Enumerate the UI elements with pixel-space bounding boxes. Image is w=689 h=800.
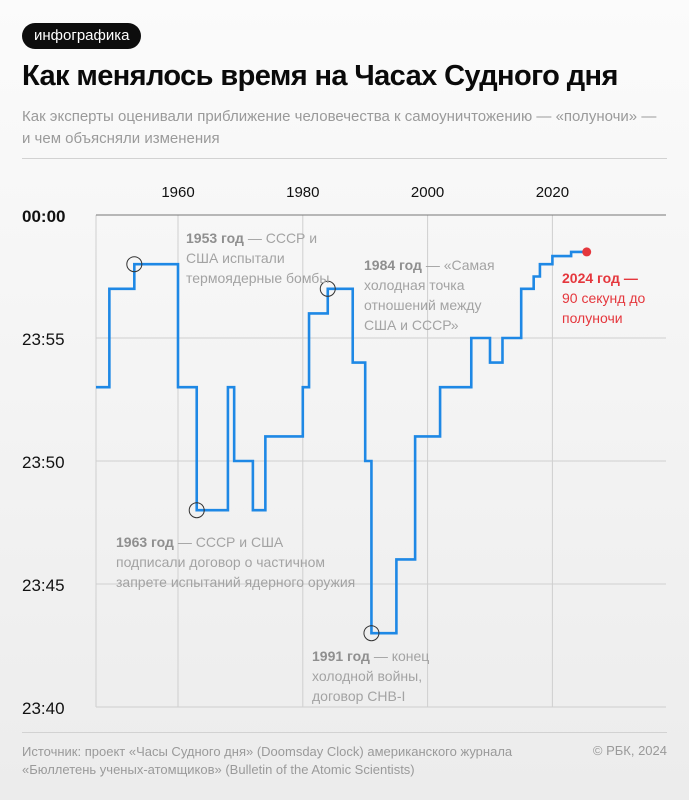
annotation-1991: 1991 год — конец холодной войны, договор… <box>312 648 430 704</box>
current-point-marker <box>582 247 592 257</box>
annotation-1963: 1963 год — СССР и США подписали договор … <box>116 534 356 590</box>
annotation-2024: 2024 год —90 секунд до полуночи <box>562 270 646 326</box>
footer-divider <box>22 732 667 733</box>
category-tag: инфографика <box>22 23 142 49</box>
event-marker <box>363 625 380 642</box>
y-tick-label: 00:00 <box>22 207 65 226</box>
x-tick-label: 2020 <box>536 184 569 201</box>
step-line <box>96 250 587 635</box>
annotation-1953: 1953 год — СССР и США испытали термоядер… <box>186 230 330 286</box>
annotation-1984: 1984 год — «Самая холодная точка отношен… <box>364 257 495 333</box>
y-tick-label: 23:40 <box>22 699 65 718</box>
x-tick-label: 2000 <box>411 184 444 201</box>
event-marker <box>319 280 336 297</box>
y-tick-label: 23:45 <box>22 576 65 595</box>
copyright: © РБК, 2024 <box>592 743 667 758</box>
x-tick-label: 1960 <box>161 184 194 201</box>
page-title: Как менялось время на Часах Судного дня <box>22 60 618 92</box>
y-tick-label: 23:55 <box>22 330 65 349</box>
event-marker <box>126 256 143 273</box>
subtitle: Как эксперты оценивали приближение челов… <box>22 108 657 147</box>
x-tick-label: 1980 <box>286 184 319 201</box>
source-note: Источник: проект «Часы Судного дня» (Doo… <box>22 744 513 777</box>
doomsday-clock-chart: 1960 1980 2000 2020 00:00 23:55 23:50 23:45 23:4… <box>22 184 666 718</box>
event-marker <box>188 502 205 519</box>
header-divider <box>22 158 667 159</box>
y-tick-label: 23:50 <box>22 453 65 472</box>
